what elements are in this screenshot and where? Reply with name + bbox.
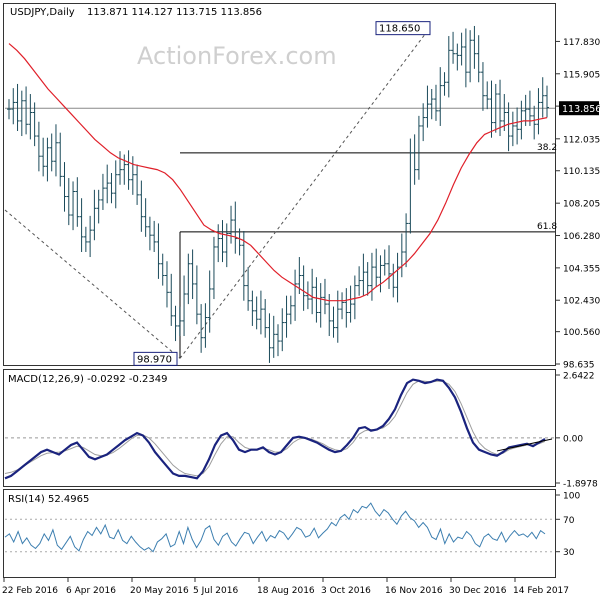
price-axis-label: 100.560 <box>563 328 600 338</box>
rsi-axis-label: 30 <box>563 548 575 558</box>
x-axis-label: 18 Aug 2016 <box>257 586 315 596</box>
macd-trendline <box>496 438 553 452</box>
price-axis-label: 112.035 <box>563 135 600 145</box>
rsi-title: RSI(14) 52.4965 <box>8 494 89 505</box>
last-price-box <box>559 101 599 116</box>
price-axis-label: 117.830 <box>563 38 600 48</box>
price-axis-label: 106.280 <box>563 232 600 242</box>
dashed-trend-up <box>179 27 431 359</box>
price-title: USDJPY,Daily <box>10 7 75 18</box>
rsi-line <box>4 502 546 553</box>
watermark: ActionForex.com <box>137 42 337 70</box>
high-label: 118.650 <box>379 24 420 35</box>
x-axis-label: 30 Dec 2016 <box>449 586 507 596</box>
price-axis-label: 108.205 <box>563 200 600 210</box>
macd-axis-label: 0.00 <box>563 434 583 444</box>
macd-title: MACD(12,26,9) -0.0292 -0.2349 <box>8 374 168 385</box>
dashed-trend-down <box>4 209 181 359</box>
rsi-axis-label: 100 <box>563 492 580 502</box>
macd-panel-frame <box>3 369 556 487</box>
low-label-box <box>133 351 178 366</box>
x-axis-label: 20 May 2016 <box>130 586 189 596</box>
price-axis-label: 102.430 <box>563 297 600 307</box>
price-axis-label: 104.355 <box>563 264 600 274</box>
macd-axis-label: -1.8978 <box>563 480 598 490</box>
macd-signal-line <box>4 380 546 477</box>
price-axis-label: 115.905 <box>563 70 600 80</box>
macd-line <box>4 378 546 480</box>
price-axis-label: 110.135 <box>563 167 600 177</box>
x-axis-label: 14 Feb 2017 <box>513 586 569 596</box>
moving-average-line <box>8 43 548 302</box>
last-price-label: 113.856 <box>562 104 600 115</box>
rsi-axis-label: 70 <box>563 516 575 526</box>
x-axis-label: 16 Nov 2016 <box>385 586 443 596</box>
macd-axis-label: 2.6422 <box>563 372 595 382</box>
high-label-box <box>375 21 431 36</box>
x-axis-label: 5 Jul 2016 <box>193 586 238 596</box>
x-axis-label: 22 Feb 2016 <box>2 586 58 596</box>
rsi-panel-frame <box>3 489 556 578</box>
fib-61-label: 61.8 <box>537 222 557 232</box>
price-axis-label: 98.635 <box>563 361 595 371</box>
fib-38-label: 38.2 <box>537 143 557 153</box>
price-panel-frame <box>3 3 556 366</box>
x-axis-label: 3 Oct 2016 <box>321 586 371 596</box>
x-axis-label: 6 Apr 2016 <box>66 586 116 596</box>
ohlc-values: 113.871 114.127 113.715 113.856 <box>87 7 262 18</box>
low-label: 98.970 <box>137 354 172 365</box>
